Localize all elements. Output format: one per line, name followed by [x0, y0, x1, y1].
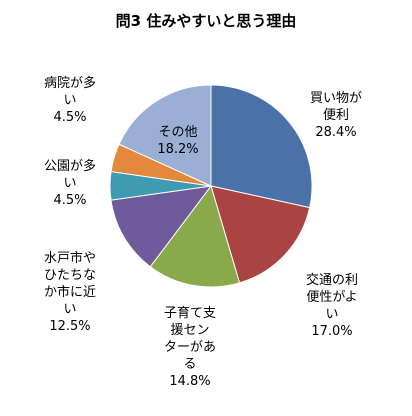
slice-label-line: る	[183, 357, 197, 372]
slice-percent: 28.4%	[315, 125, 357, 140]
slice-percent: 12.5%	[49, 319, 91, 334]
slice-label-childcare: 子育て支援センターがある 14.8%	[150, 305, 230, 390]
slice-label-mito: 水戸市やひたちなか市に近い 12.5%	[30, 250, 110, 335]
slice-label-parks: 公園が多い 4.5%	[30, 158, 110, 209]
slice-label-line: ひたちな	[43, 268, 96, 283]
slice-percent: 4.5%	[53, 193, 87, 208]
slice-label-line: 便利	[322, 108, 349, 123]
slice-label-line: い	[63, 302, 77, 317]
chart-title: 問3 住みやすいと思う理由	[115, 12, 297, 30]
slice-percent: 18.2%	[157, 142, 199, 157]
pie-slice-2	[149, 184, 241, 288]
slice-label-line: い	[325, 307, 339, 322]
pie-slice-6	[118, 84, 212, 187]
slice-label-other: その他 18.2%	[138, 124, 218, 158]
slice-label-hospitals: 病院が多い 4.5%	[30, 75, 110, 126]
slice-label-transport: 交通の利便性がよい 17.0%	[292, 272, 372, 340]
slice-label-line: い	[63, 176, 77, 191]
slice-percent: 4.5%	[53, 110, 87, 125]
pie-slice-1	[210, 185, 311, 284]
slice-label-line: 水戸市や	[43, 251, 96, 266]
pie-slice-3	[110, 185, 213, 268]
slice-label-line: 病院が多	[43, 76, 96, 91]
slice-percent: 17.0%	[311, 324, 353, 339]
slice-label-line: 交通の利	[305, 273, 358, 288]
slice-label-line: その他	[158, 125, 198, 140]
slice-label-line: か市に近	[43, 285, 96, 300]
slice-label-line: 公園が多	[43, 159, 96, 174]
slice-label-line: 子育て支	[163, 306, 216, 321]
slice-label-line: 便性がよ	[306, 290, 358, 305]
slice-label-line: ターがあ	[163, 340, 216, 355]
slice-label-line: 援セン	[170, 323, 210, 338]
slice-label-line: い	[63, 93, 77, 108]
slice-label-line: 買い物が	[309, 91, 362, 106]
slice-label-shopping: 買い物が便利 28.4%	[296, 90, 376, 141]
pie-slice-0	[210, 84, 313, 209]
slice-percent: 14.8%	[169, 374, 211, 389]
